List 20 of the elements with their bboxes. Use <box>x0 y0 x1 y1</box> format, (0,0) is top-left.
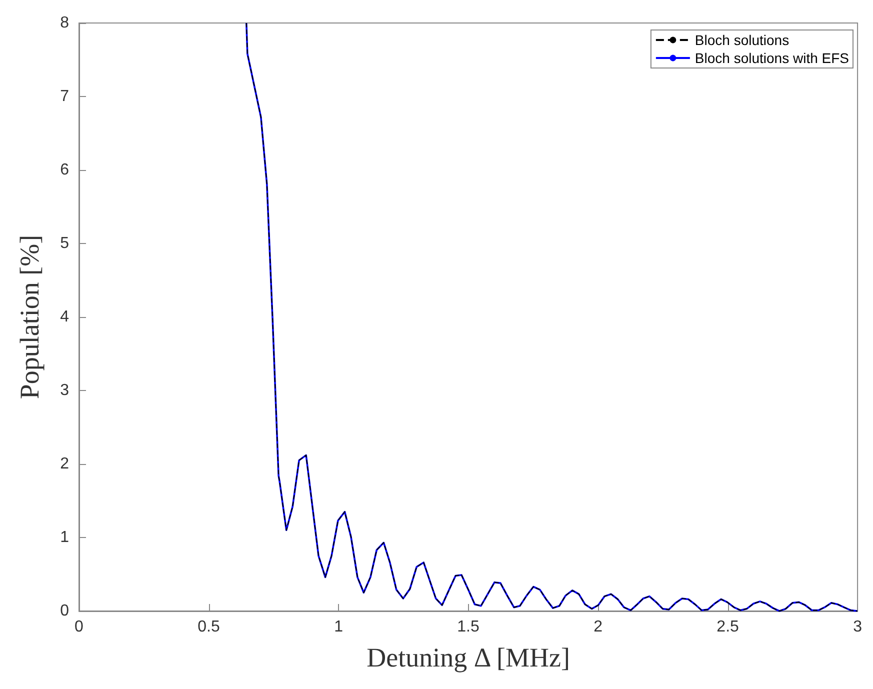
y-tick-label: 1 <box>60 529 70 546</box>
x-tick-label: 0.5 <box>198 618 220 636</box>
y-tick-label: 6 <box>60 162 70 178</box>
y-tick-label: 3 <box>60 382 70 399</box>
legend-label: Bloch solutions <box>694 32 790 48</box>
y-tick-label: 4 <box>60 308 70 326</box>
x-tick-label: 2 <box>594 618 603 636</box>
x-tick-label: 2.5 <box>716 618 740 636</box>
y-tick-label: 0 <box>60 602 70 620</box>
x-tick-label: 1.5 <box>457 618 480 636</box>
x-tick-label: 3 <box>853 618 862 636</box>
x-tick-label: 1 <box>334 618 344 636</box>
y-tick-label: 7 <box>60 88 70 105</box>
y-tick-label: 2 <box>60 456 70 472</box>
y-tick-label: 8 <box>60 14 70 32</box>
y-axis-title: Population [%] <box>14 234 44 400</box>
legend-label: Bloch solutions with EFS <box>694 50 850 66</box>
x-axis-title: Detuning Δ [MHz] <box>366 642 570 672</box>
x-tick-label: 0 <box>74 618 84 636</box>
y-tick-label: 5 <box>60 235 70 252</box>
